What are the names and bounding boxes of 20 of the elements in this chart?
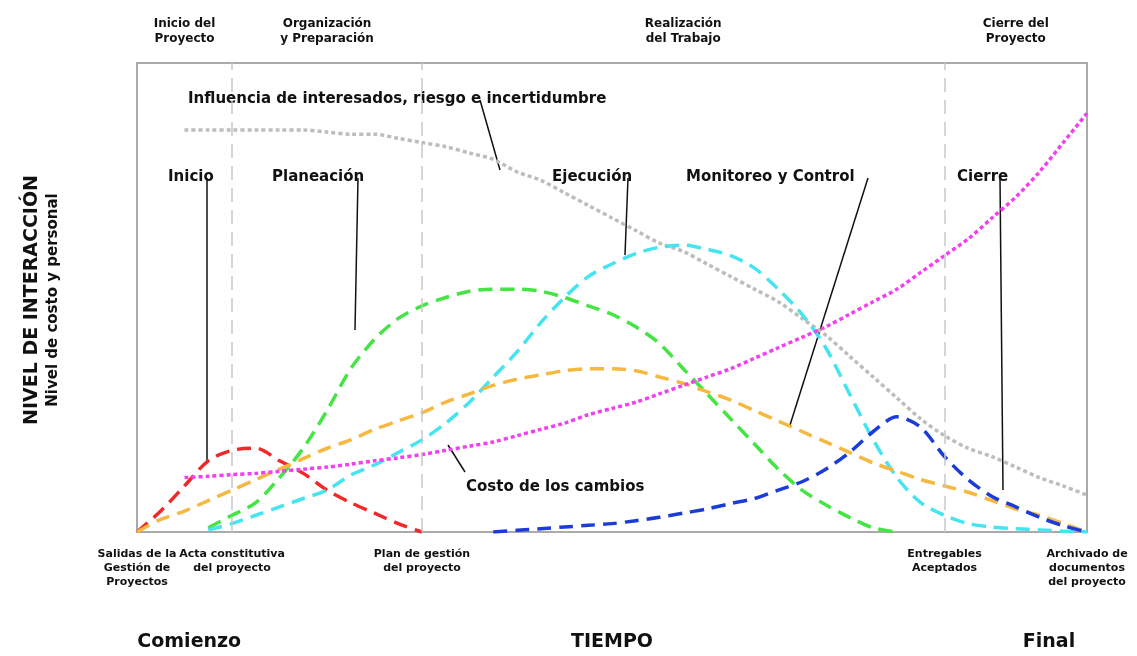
x-tick-label: Plan de gestión del proyecto [373, 546, 471, 574]
x-tick-label: Archivado de documentos del proyecto [1046, 546, 1128, 588]
text: Final [1022, 629, 1076, 651]
text: Cierre del Proyecto [982, 15, 1049, 45]
text: Organización y Preparación [280, 15, 374, 45]
series-label: Influencia de interesados, riesgo e incertidumbre [188, 88, 607, 107]
x-tick-label: Acta constitutiva del proyecto [179, 546, 285, 574]
y-axis-title: NIVEL DE INTERACCIÓN Nivel de costo y personal [18, 175, 61, 425]
text: Inicio del Proyecto [153, 15, 216, 45]
text: Inicio [168, 166, 214, 185]
text: Monitoreo y Control [686, 166, 855, 185]
text: Cierre [957, 166, 1009, 185]
text: Comienzo [137, 629, 242, 651]
text: Realización del Trabajo [644, 15, 722, 45]
series-label: Costo de los cambios [466, 476, 645, 495]
x-tick-label: Entregables Aceptados [907, 546, 983, 574]
text: Ejecución [552, 166, 633, 185]
text: Planeación [272, 166, 365, 185]
x-tick-label: Salidas de la Gestión de Proyectos [97, 546, 177, 588]
x-axis-title: TIEMPO [571, 629, 653, 651]
